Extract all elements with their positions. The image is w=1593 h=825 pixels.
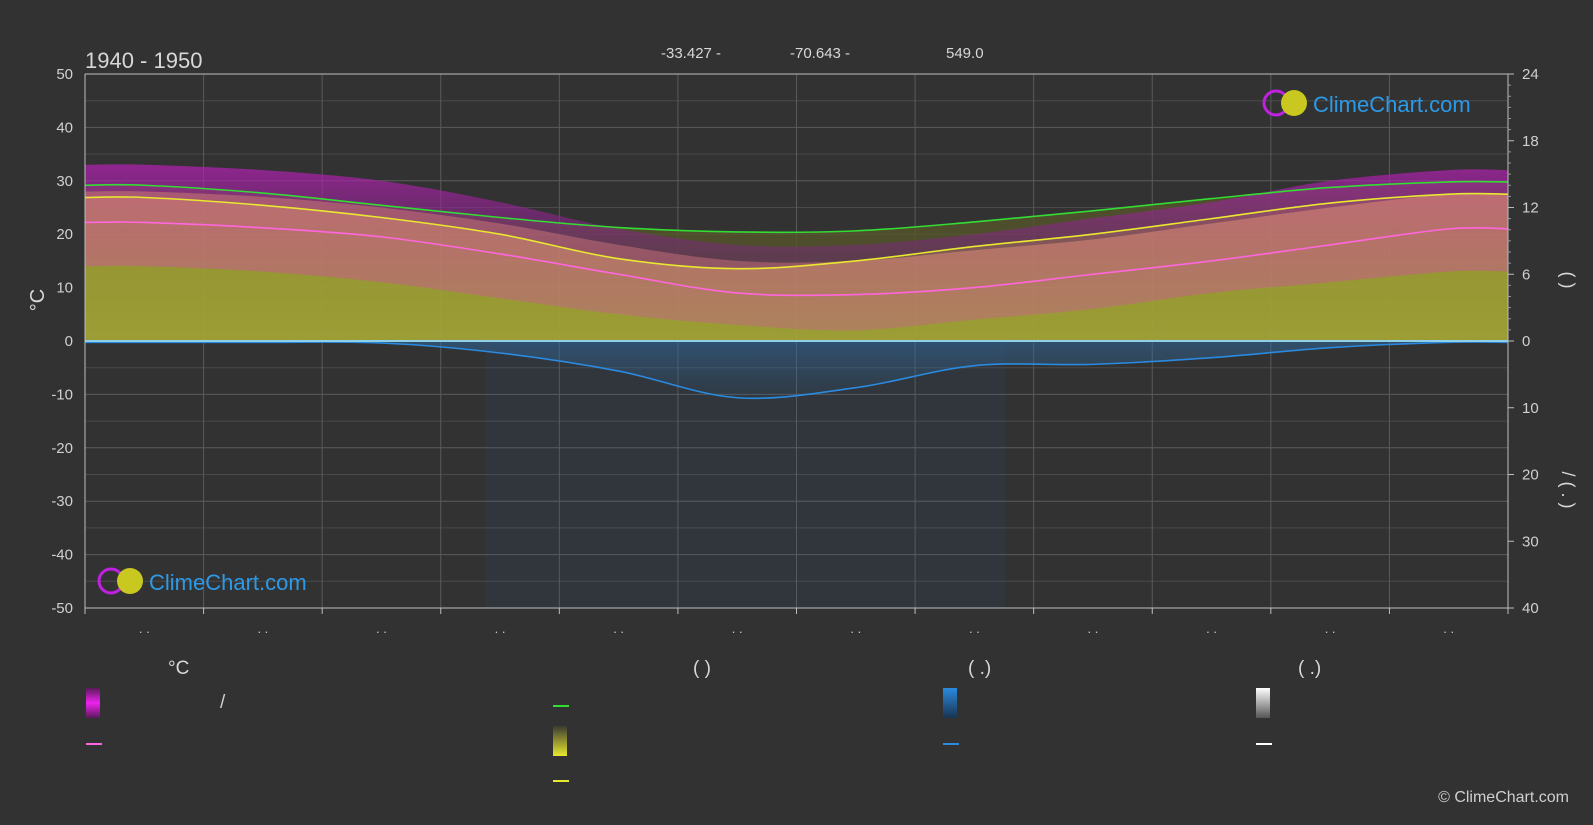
axes: 50 40 30 20 10 0 -10 -20 -30 -40 -50 24 18 12 6 0 10 20 30… [51, 66, 1538, 636]
x-tick-label: . . [257, 621, 268, 636]
x-tick-label: . . [1206, 621, 1217, 636]
legend-sunshine-swatch [553, 726, 567, 756]
logo-text: ClimeChart.com [149, 570, 307, 595]
legend-snow-header: ( .) [1298, 658, 1322, 679]
precipitation-line [85, 341, 1508, 400]
x-tick-label: . . [732, 621, 743, 636]
x-tick-label: . . [376, 621, 387, 636]
y-right-bottom-tick-label: 40 [1522, 600, 1539, 617]
y-left-tick-label: 0 [65, 333, 73, 350]
y-left-tick-label: -20 [51, 440, 73, 457]
x-tick-label: . . [1443, 621, 1454, 636]
x-tick-label: . . [969, 621, 980, 636]
y-left-tick-label: 10 [56, 280, 73, 297]
y-right-top-tick-label: 12 [1522, 200, 1539, 217]
period-title: 1940 - 1950 [85, 48, 202, 73]
legend-sunshine-line [553, 780, 569, 782]
temp-extreme-area [85, 164, 1508, 263]
sunshine-line [85, 192, 1508, 270]
precipitation-area [85, 341, 1508, 399]
legend-snow-line [1256, 743, 1272, 745]
y-left-tick-label: 30 [56, 173, 73, 190]
mean-temp-line [85, 221, 1508, 297]
y-right-bottom-tick-label: 10 [1522, 400, 1539, 417]
y-axis-right-bottom-label: / ( . ) [1558, 472, 1578, 509]
legend: °C ( ) ( .) ( .) / © ClimeChart.com [0, 650, 1593, 825]
y-right-bottom-tick-label: 20 [1522, 467, 1539, 484]
legend-precip-line [943, 743, 959, 745]
y-left-tick-label: -40 [51, 547, 73, 564]
y-right-top-tick-label: 0 [1522, 333, 1530, 350]
x-tick-label: . . [613, 621, 624, 636]
logo-top[interactable]: ClimeChart.com [1262, 89, 1471, 117]
legend-precip-swatch [943, 688, 957, 718]
daylight-line [85, 180, 1508, 234]
x-tick-label: . . [1325, 621, 1336, 636]
legend-daylight-header: ( ) [693, 658, 711, 679]
legend-mean-temp-line [86, 743, 102, 745]
temp-lower-area [85, 265, 1508, 341]
legend-daylight-line [553, 705, 569, 707]
logo-sun-icon [1281, 90, 1307, 116]
legend-temp-header: °C [168, 658, 190, 679]
copyright: © ClimeChart.com [1438, 789, 1569, 806]
precipitation-haze [485, 341, 1005, 608]
longitude-value: -70.643 - [790, 45, 850, 62]
y-left-tick-label: 50 [56, 66, 73, 83]
y-right-bottom-tick-label: 30 [1522, 533, 1539, 550]
x-tick-label: . . [495, 621, 506, 636]
legend-precip-header: ( .) [968, 658, 992, 679]
y-left-tick-label: -30 [51, 493, 73, 510]
y-left-tick-label: -10 [51, 386, 73, 403]
elevation-value: 549.0 [946, 45, 984, 62]
legend-snow-swatch [1256, 688, 1270, 718]
y-right-top-tick-label: 6 [1522, 266, 1530, 283]
climate-chart: 50 40 30 20 10 0 -10 -20 -30 -40 -50 24 18 12 6 0 10 20 30… [27, 45, 1578, 636]
logo-bottom[interactable]: ClimeChart.com [97, 567, 307, 595]
legend-temp-slash: / [220, 692, 226, 713]
x-tick-label: . . [850, 621, 861, 636]
y-left-tick-label: -50 [51, 600, 73, 617]
logo-sun-icon [117, 568, 143, 594]
y-right-top-tick-label: 18 [1522, 133, 1539, 150]
legend-temp-range-swatch [86, 688, 100, 718]
latitude-value: -33.427 - [661, 45, 721, 62]
y-left-tick-label: 40 [56, 119, 73, 136]
x-tick-label: . . [139, 621, 150, 636]
y-left-tick-label: 20 [56, 226, 73, 243]
y-axis-left-label: °C [27, 289, 49, 311]
data-lines [85, 180, 1508, 400]
logo-text: ClimeChart.com [1313, 92, 1471, 117]
y-axis-right-top-label: ( ) [1558, 272, 1578, 289]
y-right-top-tick-label: 24 [1522, 66, 1539, 83]
x-tick-label: . . [1088, 621, 1099, 636]
